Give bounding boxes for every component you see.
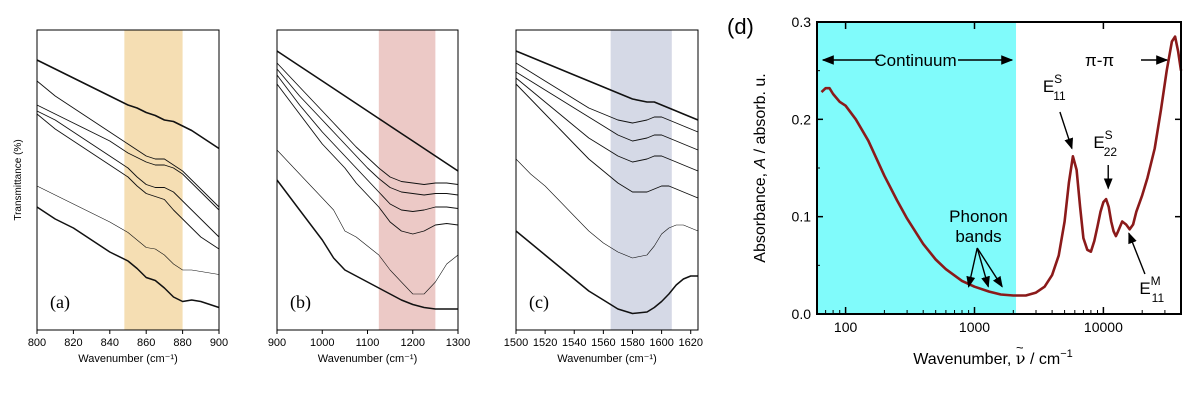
- phonon-arrow-1: [976, 247, 990, 288]
- panel-a: 800 820 840 860 880 900 Wavenumber (cm⁻¹) (a) Tr…: [13, 29, 228, 365]
- series-line-a-2: [36, 104, 220, 211]
- e11m-label: EM 11: [1139, 274, 1164, 305]
- series-line-c-2: [515, 71, 699, 151]
- x-tick-label-a-4: 880: [173, 337, 191, 349]
- series-line-a-4: [36, 113, 220, 250]
- panel-b: 900 1000 1100 1200 1300 Wavenumber (cm⁻¹) (b): [268, 29, 470, 365]
- series-line-a-6: [36, 206, 220, 309]
- x-tick-label-c-4: 1580: [620, 337, 644, 349]
- x-tick-label-a-5: 900: [210, 337, 228, 349]
- y-tick-label-d-1: 0.1: [792, 209, 812, 225]
- panel-label-d: (d): [727, 14, 754, 39]
- e11m-label-sup: M: [1151, 274, 1161, 288]
- phonon-arrow-0: [966, 247, 978, 288]
- x-tick-label-a-3: 860: [137, 337, 155, 349]
- x-tick-label-a-0: 800: [28, 337, 46, 349]
- x-axis-label-nu: ν: [1016, 349, 1026, 368]
- x-tick-label-d-2: 10000: [1084, 319, 1123, 335]
- e11m-arrow: [1128, 232, 1146, 275]
- x-tick-label-c-0: 1500: [504, 337, 528, 349]
- series-line-b-1: [276, 62, 459, 185]
- e11m-label-sub: 11: [1152, 291, 1165, 305]
- x-tick-label-b-4: 1300: [446, 337, 470, 349]
- e11s-label: ES 11: [1043, 72, 1066, 103]
- panel-c: 1500 1520 1540 1560 1580 1600 1620 Wavenumber (…: [504, 29, 703, 365]
- x-axis-label-post: / cm: [1026, 351, 1061, 368]
- highlight-band-c: [610, 30, 672, 330]
- series-line-c-0: [515, 50, 699, 121]
- x-tick-label-c-1: 1520: [533, 337, 557, 349]
- y-axis-label-d: Absorbance, A / absorb. u.: [752, 73, 769, 262]
- phonon-label-line2: bands: [955, 227, 1001, 246]
- x-tick-label-a-1: 820: [64, 337, 82, 349]
- x-axis-label-tilde: ~: [1016, 340, 1024, 355]
- y-axis-label-pre: Absorbance,: [752, 168, 769, 262]
- x-tick-label-c-5: 1600: [649, 337, 673, 349]
- series-line-b-0: [276, 50, 459, 172]
- x-axis-label-a: Wavenumber (cm⁻¹): [78, 353, 178, 365]
- x-tick-label-c-3: 1560: [591, 337, 615, 349]
- series-line-c-1: [515, 62, 699, 133]
- y-axis-label-symbol: A: [752, 158, 769, 170]
- pi-pi-label: π-π: [1085, 51, 1114, 70]
- e11m-label-main: E: [1139, 279, 1150, 298]
- panel-label-a: (a): [50, 292, 70, 313]
- y-axis-label-post: / absorb. u.: [752, 73, 769, 158]
- y-tick-label-d-2: 0.2: [792, 111, 812, 127]
- e22s-label-main: E: [1093, 133, 1104, 152]
- series-line-a-3: [36, 110, 220, 238]
- x-tick-label-b-0: 900: [268, 337, 286, 349]
- series-line-b-2: [276, 68, 459, 196]
- continuum-label: Continuum: [874, 51, 956, 70]
- x-tick-label-d-0: 100: [834, 319, 858, 335]
- series-line-c-3: [515, 77, 699, 172]
- series-line-a-0: [36, 59, 220, 150]
- e11s-label-main: E: [1043, 77, 1054, 96]
- y-tick-label-d-0: 0.0: [792, 306, 812, 322]
- x-axis-label-d: Wavenumber, ν / cm−1: [913, 348, 1073, 368]
- panel-label-c: (c): [529, 292, 549, 313]
- panel-label-b: (b): [290, 292, 311, 313]
- y-tick-label-d-3: 0.3: [792, 14, 812, 30]
- e22s-label: ES 22: [1093, 128, 1117, 159]
- series-line-a-5: [36, 185, 220, 275]
- series-line-b-4: [276, 83, 459, 235]
- x-tick-label-c-2: 1540: [562, 337, 586, 349]
- series-line-c-4: [515, 83, 699, 199]
- phonon-label-line1: Phonon: [949, 207, 1008, 226]
- e11s-label-sub: 11: [1053, 89, 1066, 103]
- x-tick-label-b-1: 1000: [310, 337, 334, 349]
- panel-d: 0.0 0.1 0.2 0.3 100 1000 10000 Absorbance, A / …: [727, 14, 1183, 368]
- y-axis-label-a: Transmittance (%): [13, 139, 24, 220]
- x-tick-label-c-6: 1620: [678, 337, 702, 349]
- absorbance-line: [820, 35, 1183, 297]
- highlight-band-b: [378, 30, 436, 330]
- series-line-c-6: [515, 230, 698, 315]
- e11s-label-sup: S: [1054, 72, 1062, 86]
- e22s-label-sup: S: [1105, 128, 1113, 142]
- x-axis-label-b: Wavenumber (cm⁻¹): [318, 353, 418, 365]
- series-line-b-5: [276, 149, 459, 295]
- x-tick-label-d-1: 1000: [959, 319, 990, 335]
- series-line-c-5: [515, 158, 699, 259]
- e11s-arrow: [1059, 111, 1074, 150]
- phonon-arrow-2: [976, 247, 1003, 288]
- series-line-a-1: [36, 80, 220, 208]
- x-tick-label-a-2: 840: [101, 337, 119, 349]
- x-axis-label-pre: Wavenumber,: [913, 351, 1016, 368]
- x-axis-label-c: Wavenumber (cm⁻¹): [557, 353, 657, 365]
- plot-frame-c: [515, 29, 699, 331]
- plot-frame-a: [36, 29, 220, 331]
- e22s-label-sub: 22: [1104, 145, 1118, 159]
- x-tick-label-b-3: 1200: [401, 337, 425, 349]
- x-axis-label-sup: −1: [1060, 348, 1073, 360]
- x-tick-label-b-2: 1100: [356, 337, 380, 349]
- series-line-b-6: [276, 179, 458, 310]
- series-line-b-3: [276, 74, 459, 212]
- highlight-band-a: [124, 30, 183, 330]
